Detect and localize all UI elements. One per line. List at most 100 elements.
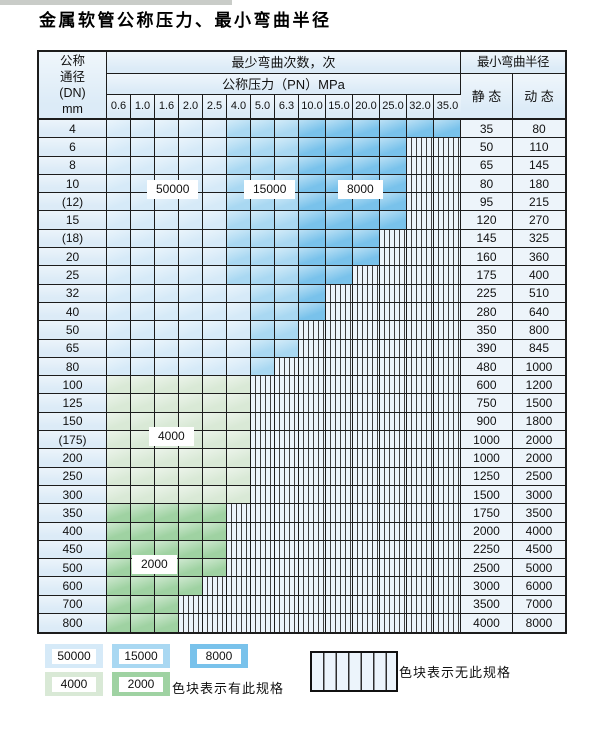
spec-cell xyxy=(299,138,326,157)
dn-label: 125 xyxy=(39,394,107,413)
spec-cell-unavailable xyxy=(434,376,461,395)
spec-cell-unavailable xyxy=(326,376,353,395)
spec-cell-unavailable xyxy=(380,229,407,249)
spec-cell xyxy=(155,229,179,249)
static-radius-value: 1000 xyxy=(461,449,513,468)
spec-cell xyxy=(107,120,131,139)
spec-cell-unavailable xyxy=(407,522,434,541)
dynamic-radius-value: 3500 xyxy=(513,504,565,523)
spec-cell-unavailable xyxy=(326,321,353,340)
spec-cell xyxy=(107,467,131,486)
dynamic-radius-value: 2500 xyxy=(513,467,565,486)
spec-cell xyxy=(155,321,179,340)
spec-cell-unavailable xyxy=(380,595,407,615)
spec-cell xyxy=(179,357,203,377)
spec-cell xyxy=(227,138,251,157)
spec-cell xyxy=(380,156,407,175)
spec-cell xyxy=(434,120,461,139)
spec-cell xyxy=(353,248,380,267)
dn-label: (175) xyxy=(39,431,107,450)
spec-cell xyxy=(203,540,227,560)
spec-cell-unavailable xyxy=(326,431,353,450)
spec-cell-unavailable xyxy=(275,357,299,377)
spec-cell xyxy=(107,540,131,560)
spec-cell xyxy=(131,357,155,377)
spec-cell-unavailable xyxy=(407,559,434,578)
legend-chip-15000: 15000 xyxy=(112,644,170,668)
spec-cell-unavailable xyxy=(275,485,299,505)
spec-cell-unavailable xyxy=(275,577,299,596)
spec-cell-unavailable xyxy=(434,467,461,486)
spec-cell-unavailable xyxy=(251,577,275,596)
static-radius-value: 1500 xyxy=(461,485,513,505)
spec-cell-unavailable xyxy=(251,412,275,432)
spec-cell xyxy=(203,394,227,413)
spec-cell xyxy=(251,266,275,285)
spec-cell xyxy=(227,449,251,468)
static-radius-value: 1750 xyxy=(461,504,513,523)
legend-hatch-sample xyxy=(310,651,398,692)
spec-cell xyxy=(179,577,203,596)
spec-cell-unavailable xyxy=(407,284,434,303)
spec-cell xyxy=(179,394,203,413)
spec-cell xyxy=(380,211,407,230)
spec-cell-unavailable xyxy=(434,485,461,505)
spec-cell xyxy=(227,248,251,267)
spec-cell xyxy=(179,467,203,486)
pressure-tick: 20.0 xyxy=(353,95,380,120)
spec-cell-unavailable xyxy=(326,302,353,322)
dn-label: (12) xyxy=(39,193,107,212)
spec-cell-unavailable xyxy=(251,504,275,523)
spec-cell xyxy=(107,302,131,322)
spec-cell xyxy=(251,302,275,322)
dn-label: 6 xyxy=(39,138,107,157)
legend-chip-label: 2000 xyxy=(119,676,163,692)
spec-cell xyxy=(203,229,227,249)
static-radius-value: 65 xyxy=(461,156,513,175)
spec-cell xyxy=(155,284,179,303)
dynamic-radius-value: 1800 xyxy=(513,412,565,432)
spec-cell xyxy=(275,284,299,303)
spec-cell xyxy=(203,248,227,267)
spec-cell xyxy=(131,485,155,505)
dn-label: 350 xyxy=(39,504,107,523)
spec-cell-unavailable xyxy=(434,193,461,212)
dn-label: 50 xyxy=(39,321,107,340)
spec-cell xyxy=(107,376,131,395)
dynamic-radius-value: 845 xyxy=(513,339,565,358)
spec-cell xyxy=(203,431,227,450)
spec-cell-unavailable xyxy=(407,431,434,450)
spec-cell xyxy=(380,174,407,194)
corner-line: 公称 xyxy=(59,53,85,68)
spec-cell-unavailable xyxy=(407,485,434,505)
spec-cell xyxy=(353,138,380,157)
spec-cell-unavailable xyxy=(434,284,461,303)
spec-cell-unavailable xyxy=(353,522,380,541)
spec-cell xyxy=(251,357,275,377)
dn-label: 600 xyxy=(39,577,107,596)
spec-cell xyxy=(155,485,179,505)
spec-cell xyxy=(155,449,179,468)
spec-cell-unavailable xyxy=(434,522,461,541)
spec-cell-unavailable xyxy=(380,431,407,450)
spec-cell xyxy=(179,449,203,468)
spec-cell-unavailable xyxy=(380,302,407,322)
spec-cell-unavailable xyxy=(380,376,407,395)
spec-cell xyxy=(131,138,155,157)
spec-cell-unavailable xyxy=(380,522,407,541)
spec-cell-unavailable xyxy=(380,357,407,377)
spec-cell-unavailable xyxy=(326,504,353,523)
spec-cell-unavailable xyxy=(407,376,434,395)
dynamic-radius-value: 1200 xyxy=(513,376,565,395)
spec-cell xyxy=(131,120,155,139)
static-radius-value: 480 xyxy=(461,357,513,377)
spec-cell-unavailable xyxy=(227,540,251,560)
spec-cell xyxy=(179,211,203,230)
static-radius-value: 900 xyxy=(461,412,513,432)
spec-cell xyxy=(131,522,155,541)
dn-label: 400 xyxy=(39,522,107,541)
spec-cell-unavailable xyxy=(227,522,251,541)
spec-cell xyxy=(155,412,179,432)
spec-cell-unavailable xyxy=(434,321,461,340)
zone-cycle-label: 15000 xyxy=(244,180,296,199)
